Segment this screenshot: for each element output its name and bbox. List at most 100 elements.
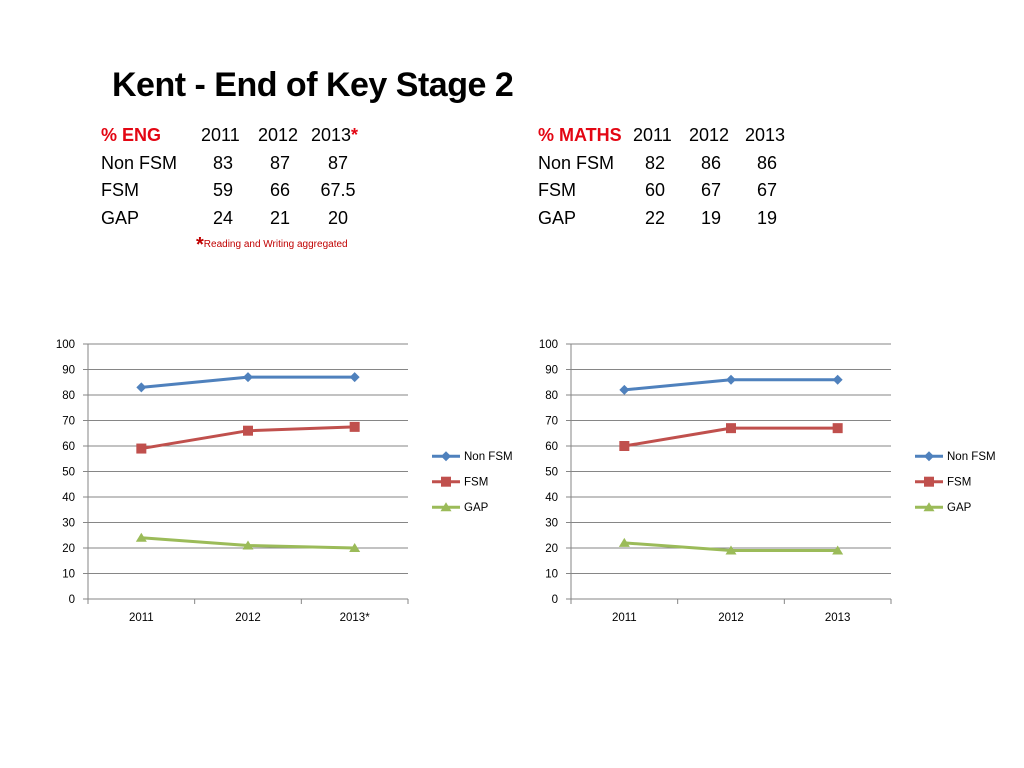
legend-label: GAP [464,502,489,514]
y-tick-label: 80 [545,390,558,402]
row-label: FSM [538,180,576,200]
maths-header-label: % MATHS [538,125,622,145]
eng-header-asterisk: * [351,125,359,145]
legend-marker [441,476,451,487]
eng-footnote: *Reading and Writing aggregated [196,234,348,257]
cell-2011: 82 [644,152,666,173]
cell-2013: 67 [756,180,778,200]
cell-2012: 66 [269,180,291,200]
maths-header-2011: 2011 [633,125,672,145]
data-point [242,540,254,550]
x-tick-label: 2012 [235,612,261,624]
eng-header-2012: 2012 [258,125,299,145]
eng-row-nonfsm: Non FSM 83 87 87 [101,150,381,178]
legend-marker [441,451,451,462]
y-tick-label: 50 [62,467,75,479]
legend-label: FSM [464,477,488,489]
y-tick-label: 10 [62,569,75,581]
eng-header-label: % ENG [101,125,162,145]
data-point [619,441,630,451]
y-tick-label: 100 [56,339,75,351]
data-point [832,374,843,385]
y-tick-label: 100 [539,339,558,351]
y-tick-label: 20 [62,543,75,555]
y-tick-label: 90 [62,365,75,377]
y-tick-label: 30 [545,518,558,530]
x-tick-label: 2013 [825,612,851,624]
legend-marker [923,502,935,512]
row-label: Non FSM [101,152,178,173]
row-label: GAP [538,207,577,228]
y-tick-label: 90 [545,365,558,377]
cell-2013: 19 [756,207,778,228]
maths-header-2013: 2013 [745,125,786,145]
y-tick-label: 30 [62,518,75,530]
row-label: Non FSM [538,152,615,173]
eng-header-2011: 2011 [201,125,240,145]
maths-line-chart: 0 10 20 30 40 50 60 70 80 90 100 2011 2012 2013 Non FS… [539,339,996,624]
y-tick-label: 70 [545,416,558,428]
maths-header-2012: 2012 [689,125,730,145]
maths-header-row: % MATHS 2011 2012 2013 [538,122,808,150]
y-tick-label: 60 [62,441,75,453]
data-point [349,421,360,432]
legend-label: Non FSM [947,451,996,463]
data-point [725,545,737,555]
cell-2013: 67.5 [320,180,356,200]
eng-header-2013: 2013* [311,125,359,145]
x-tick-label: 2012 [718,612,744,624]
maths-row-fsm: FSM 60 67 67 [538,177,808,205]
y-tick-label: 40 [545,492,558,504]
cell-2011: 22 [644,207,666,228]
y-tick-label: 70 [62,416,75,428]
eng-row-gap: GAP 24 21 20 [101,205,381,233]
legend-marker [924,451,934,462]
y-tick-label: 20 [545,543,558,555]
data-point [726,374,736,385]
page-title: Kent - End of Key Stage 2 [112,66,514,104]
legend-label: GAP [947,502,972,514]
y-tick-label: 50 [545,467,558,479]
legend-marker [440,502,452,512]
data-point [619,384,630,395]
x-tick-label: 2011 [129,612,154,624]
eng-line-chart: 0 10 20 30 40 50 60 70 80 90 100 2011 2012 2013* Non F… [56,339,513,624]
data-point [618,537,630,547]
eng-header-row: % ENG 2011 2012 2013* [101,122,381,150]
y-tick-label: 10 [545,569,558,581]
y-tick-label: 0 [552,594,558,606]
legend-marker [924,476,934,487]
footnote-text: Reading and Writing aggregated [203,239,348,250]
legend-label: Non FSM [464,451,513,463]
cell-2011: 24 [212,207,234,228]
data-point [832,423,843,434]
cell-2013: 86 [756,152,778,173]
row-label: GAP [101,207,140,228]
cell-2011: 59 [212,180,234,200]
cell-2011: 60 [644,180,666,200]
data-point [243,425,253,436]
x-tick-label: 2013* [340,612,371,624]
cell-2012: 67 [700,180,722,200]
footnote-asterisk: * [196,234,204,256]
cell-2013: 87 [327,152,349,173]
data-point [136,382,147,393]
cell-2012: 19 [700,207,722,228]
y-tick-label: 40 [62,492,75,504]
cell-2012: 86 [700,152,722,173]
x-tick-label: 2011 [612,612,637,624]
cell-2013: 20 [327,207,349,228]
cell-2012: 87 [269,152,291,173]
maths-row-nonfsm: Non FSM 82 86 86 [538,150,808,178]
y-tick-label: 80 [62,390,75,402]
cell-2011: 83 [212,152,234,173]
eng-table: % ENG 2011 2012 2013* Non FSM 83 87 87 F… [101,122,381,232]
maths-row-gap: GAP 22 19 19 [538,205,808,233]
data-point [135,532,147,542]
data-point [832,545,844,555]
data-point [136,443,147,454]
data-point [243,372,253,383]
y-tick-label: 60 [545,441,558,453]
data-point [726,423,736,434]
legend-label: FSM [947,477,971,489]
